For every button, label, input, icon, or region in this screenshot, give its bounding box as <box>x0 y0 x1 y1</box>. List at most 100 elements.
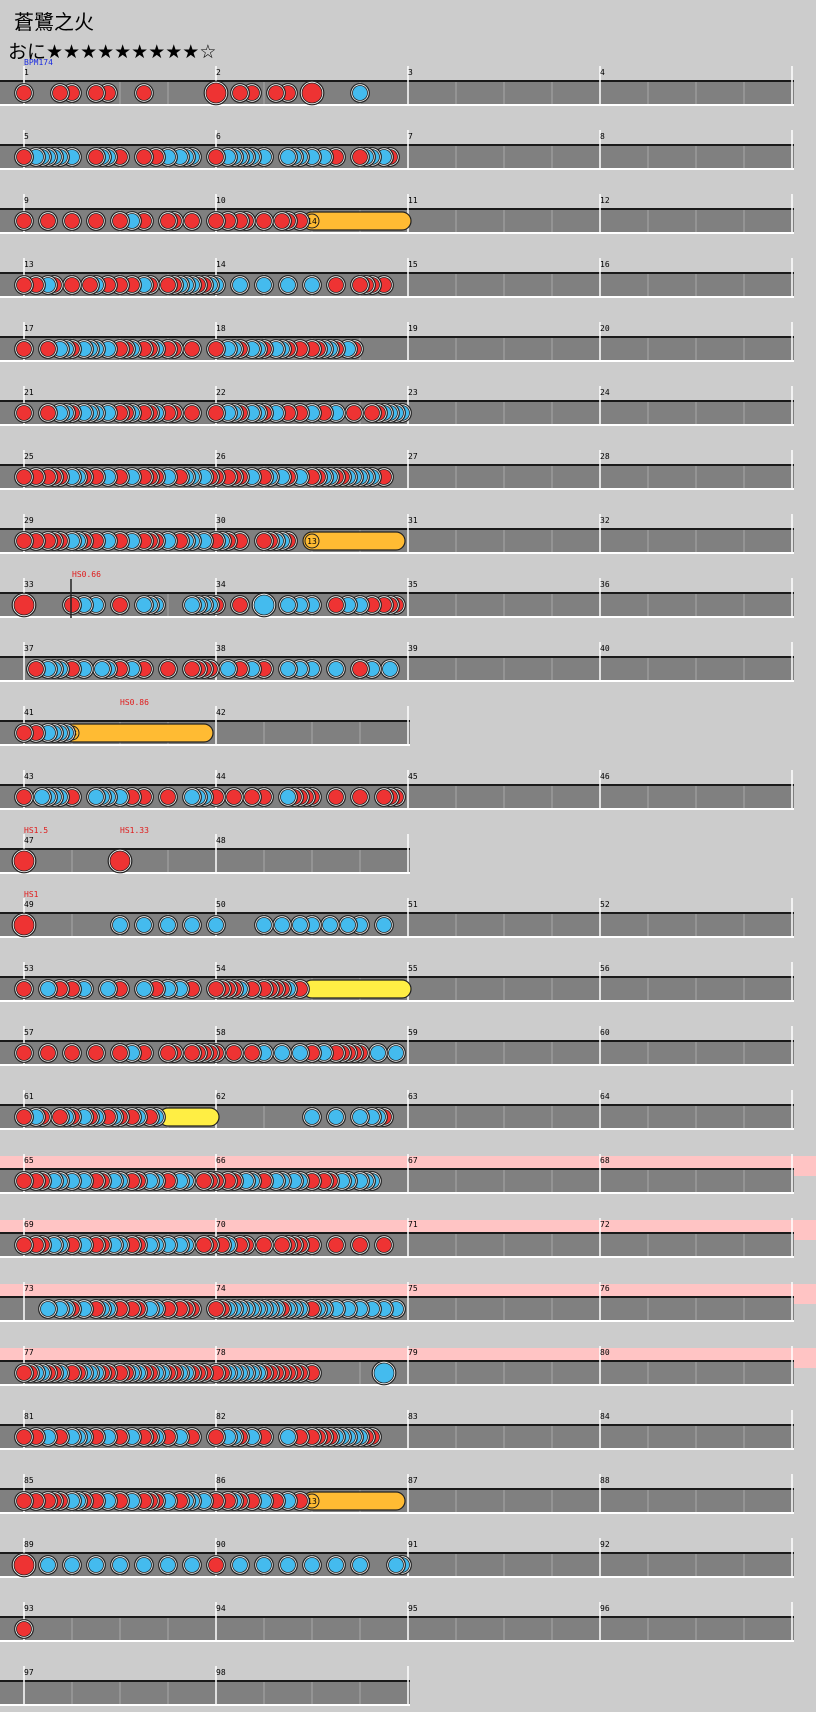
note-face <box>40 213 56 229</box>
measure-number: 47 <box>24 836 34 845</box>
note-face <box>160 277 176 293</box>
chart-row: 9 10 11 12 14 <box>0 194 794 234</box>
measure-number: 41 <box>24 708 34 717</box>
note-face <box>160 213 176 229</box>
note-face <box>40 405 56 421</box>
chart-row: 77 78 79 80 <box>0 1346 816 1386</box>
chart-row: 97 98 <box>0 1666 410 1706</box>
measure-number: 55 <box>408 964 418 973</box>
note-face <box>40 1301 56 1317</box>
lane-shine <box>0 104 794 106</box>
measure-number: 39 <box>408 644 418 653</box>
note-lane <box>0 82 794 104</box>
lane-shine <box>0 552 794 554</box>
measure-number: 21 <box>24 388 34 397</box>
note-face <box>352 277 368 293</box>
scroll-annotation: HS1 <box>24 890 39 899</box>
note-face <box>256 1237 272 1253</box>
measure-number: 58 <box>216 1028 226 1037</box>
note-face <box>292 917 308 933</box>
note-face <box>304 1109 320 1125</box>
chart-row: 65 66 67 68 <box>0 1154 816 1194</box>
measure-number: 26 <box>216 452 226 461</box>
chart-row: 37 38 39 40 <box>0 642 794 682</box>
note-face <box>301 82 323 104</box>
lane-shine <box>0 296 794 298</box>
note-face <box>16 725 32 741</box>
note-face <box>352 789 368 805</box>
chart-row: 13 14 15 16 <box>0 258 794 298</box>
note-face <box>220 661 236 677</box>
note-face <box>370 1045 386 1061</box>
chart-row: 69 70 71 72 <box>0 1218 816 1258</box>
note-face <box>40 981 56 997</box>
scroll-annotation: HS0.86 <box>120 698 149 707</box>
lane-shine <box>0 1000 794 1002</box>
measure-number: 77 <box>24 1348 34 1357</box>
note-face <box>160 661 176 677</box>
chart-row: 414218 <box>0 706 410 746</box>
lane-shine <box>0 872 410 874</box>
note-face <box>64 1557 80 1573</box>
note-face <box>64 277 80 293</box>
note-face <box>232 1557 248 1573</box>
measure-number: 74 <box>216 1284 226 1293</box>
measure-number: 75 <box>408 1284 418 1293</box>
note-face <box>13 850 35 872</box>
measure-number: 15 <box>408 260 418 269</box>
note-face <box>88 789 104 805</box>
lane-shine <box>0 232 794 234</box>
note-face <box>184 405 200 421</box>
note-face <box>16 277 32 293</box>
measure-number: 17 <box>24 324 34 333</box>
measure-number: 48 <box>216 836 226 845</box>
measure-number: 82 <box>216 1412 226 1421</box>
note-face <box>160 1045 176 1061</box>
lane-shine <box>0 360 794 362</box>
measure-number: 23 <box>408 388 418 397</box>
note-face <box>280 661 296 677</box>
note-face <box>373 1362 395 1384</box>
note-face <box>40 341 56 357</box>
chart-row: 85 86 87 88 13 <box>0 1474 794 1514</box>
measure-number: 61 <box>24 1092 34 1101</box>
measure-number: 84 <box>600 1412 610 1421</box>
lane-shine <box>0 744 410 746</box>
roll-count: 13 <box>307 537 317 546</box>
note-face <box>112 1557 128 1573</box>
measure-number: 54 <box>216 964 226 973</box>
note-face <box>205 82 227 104</box>
measure-number: 79 <box>408 1348 418 1357</box>
note-face <box>256 1557 272 1573</box>
measure-number: 62 <box>216 1092 226 1101</box>
note-face <box>16 469 32 485</box>
measure-number: 13 <box>24 260 34 269</box>
note-face <box>268 85 284 101</box>
note-face <box>208 981 224 997</box>
note-face <box>160 1557 176 1573</box>
measure-number: 88 <box>600 1476 610 1485</box>
note-face <box>16 149 32 165</box>
note-face <box>40 1557 56 1573</box>
note-face <box>16 1109 32 1125</box>
balloon-note <box>302 979 412 999</box>
measure-number: 35 <box>408 580 418 589</box>
measure-number: 52 <box>600 900 610 909</box>
note-face <box>16 789 32 805</box>
roll-count: 13 <box>307 1497 317 1506</box>
note-face <box>13 914 35 936</box>
chart-row: 33 34 35 36 <box>0 578 794 618</box>
measure-number: 90 <box>216 1540 226 1549</box>
note-lane <box>0 850 410 872</box>
note-face <box>88 85 104 101</box>
measure-number: 56 <box>600 964 610 973</box>
note-face <box>280 597 296 613</box>
note-face <box>208 1429 224 1445</box>
chart-row: 49 50 51 52 <box>0 898 794 938</box>
measure-number: 96 <box>600 1604 610 1613</box>
note-face <box>208 341 224 357</box>
measure-number: 1 <box>24 68 29 77</box>
chart-row: 29 30 31 32 13 <box>0 514 794 554</box>
measure-number: 86 <box>216 1476 226 1485</box>
